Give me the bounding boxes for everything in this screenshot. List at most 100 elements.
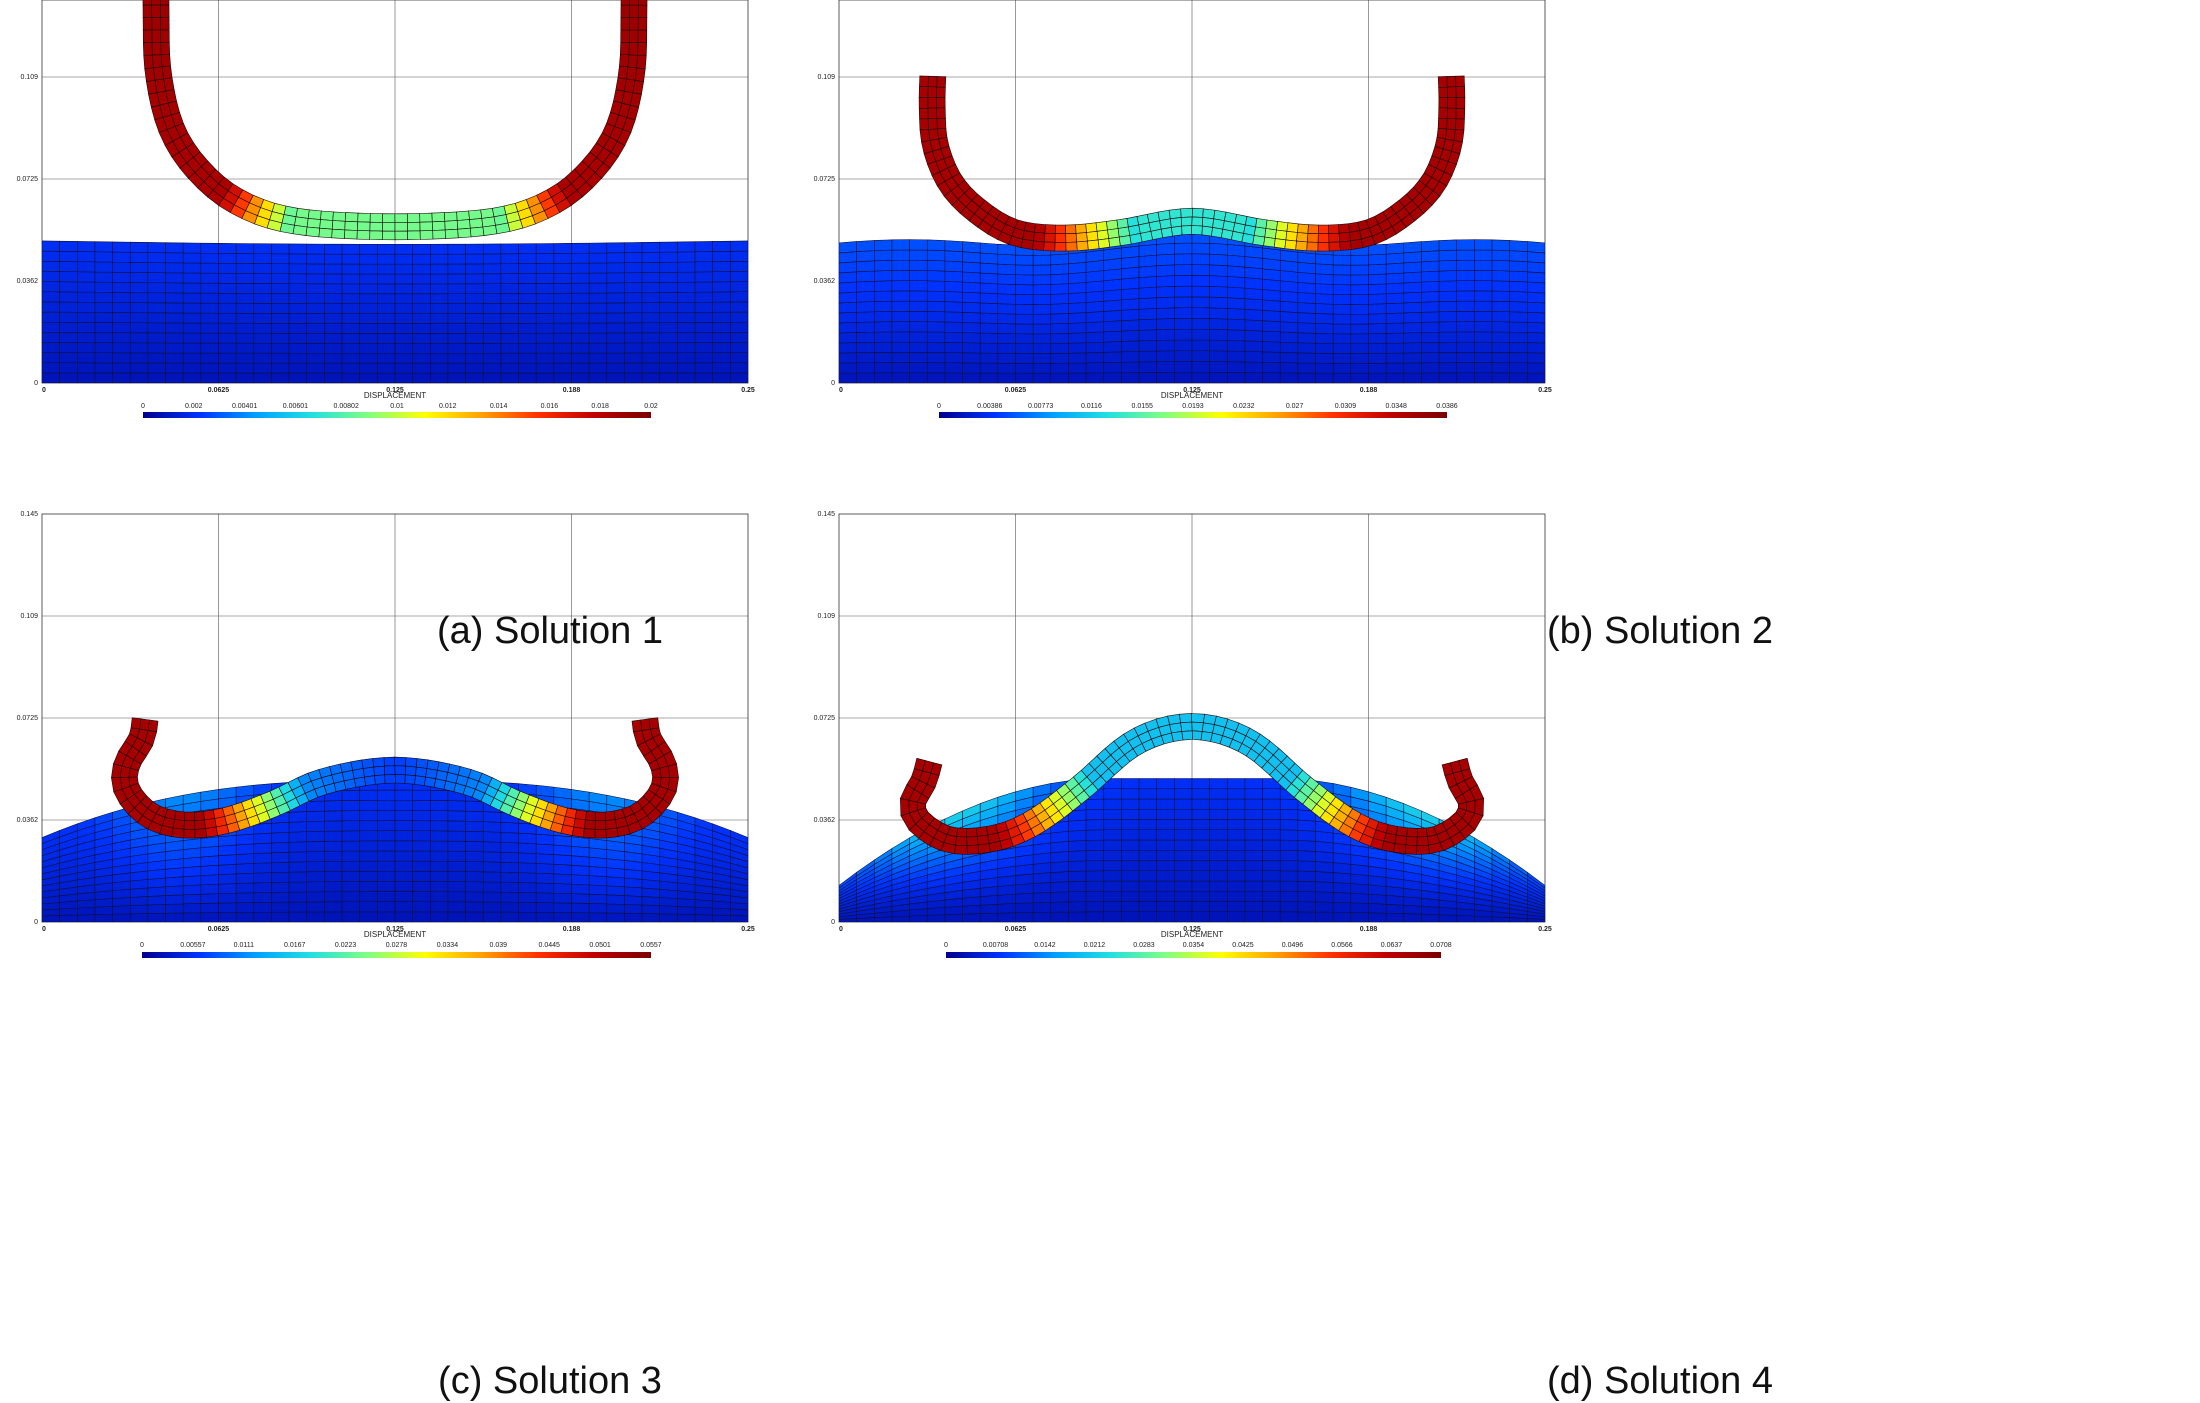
colorbar-tick-label: 0.027 <box>1286 403 1304 410</box>
x-tick-label: 0 <box>42 387 46 394</box>
colorbar: 0 0.00708 0.0142 0.0212 0.0283 0.0354 0.0425 0.… <box>944 942 1452 958</box>
caption-solution-2: (b) Solution 2 <box>1546 610 1773 652</box>
x-tick-label: 0.125 <box>1183 926 1201 933</box>
colorbar-tick-label: 0.01 <box>390 403 404 410</box>
colorbar-gradient <box>946 952 1441 958</box>
colorbar-gradient <box>142 952 651 958</box>
caption-solution-4: (d) Solution 4 <box>1546 1360 1773 1402</box>
tube-mesh <box>142 0 648 241</box>
colorbar-tick-label: 0.0445 <box>538 942 560 949</box>
colorbar-tick-label: 0 <box>937 403 941 410</box>
x-tick-label: 0.0625 <box>1005 926 1027 933</box>
colorbar-tick-label: 0.0142 <box>1034 942 1056 949</box>
y-tick-label: 0 <box>831 380 835 387</box>
colorbar-tick-label: 0.002 <box>185 403 203 410</box>
colorbar-tick-label: 0.0283 <box>1133 942 1155 949</box>
colorbar-tick-label: 0 <box>141 403 145 410</box>
colorbar-tick-label: 0.0354 <box>1183 942 1205 949</box>
y-tick-label: 0.109 <box>20 74 38 81</box>
colorbar-gradient <box>143 412 651 418</box>
colorbar-tick-label: 0.00601 <box>283 403 308 410</box>
y-tick-label: 0.109 <box>817 613 835 620</box>
colorbar-tick-label: 0.0309 <box>1335 403 1357 410</box>
colorbar-tick-label: 0.0557 <box>640 942 662 949</box>
colorbar-tick-label: 0.0167 <box>284 942 306 949</box>
colorbar-tick-label: 0.0212 <box>1084 942 1106 949</box>
tube-mesh <box>918 75 1466 252</box>
y-tick-label: 0.0725 <box>17 176 39 183</box>
caption-solution-3: (c) Solution 3 <box>438 1360 662 1402</box>
colorbar-tick-label: 0.0425 <box>1232 942 1254 949</box>
colorbar-tick-label: 0.00401 <box>232 403 257 410</box>
colorbar-tick-label: 0.02 <box>644 403 658 410</box>
colorbar-tick-label: 0.0496 <box>1282 942 1304 949</box>
colorbar-tick-label: 0.0116 <box>1081 403 1102 410</box>
colorbar-tick-label: 0 <box>140 942 144 949</box>
y-tick-label: 0.0362 <box>17 817 39 824</box>
x-tick-label: 0.25 <box>1538 387 1552 394</box>
tube-mesh <box>111 717 679 839</box>
x-tick-label: 0 <box>839 926 843 933</box>
colorbar-tick-label: 0.00802 <box>334 403 359 410</box>
colorbar-tick-label: 0.0223 <box>335 942 357 949</box>
y-tick-label: 0.0362 <box>17 278 39 285</box>
colorbar: 0 0.002 0.00401 0.00601 0.00802 0.01 0.012 0.01… <box>141 403 658 418</box>
caption-solution-1: (a) Solution 1 <box>436 610 663 652</box>
colorbar-tick-label: 0.0348 <box>1385 403 1407 410</box>
y-tick-label: 0.145 <box>20 511 38 518</box>
colorbar-tick-label: 0.0193 <box>1182 403 1204 410</box>
x-tick-label: 0.25 <box>1538 926 1552 933</box>
displacement-label: DISPLACEMENT <box>1161 391 1223 400</box>
panel-plot-3: 0 0.0362 0.0725 0.109 0.145 0 0.0625 0.125 0.188… <box>17 511 755 958</box>
x-tick-label: 0.25 <box>741 387 755 394</box>
colorbar-tick-label: 0.0708 <box>1430 942 1452 949</box>
x-tick-label: 0.188 <box>563 387 581 394</box>
x-tick-label: 0.188 <box>1360 926 1378 933</box>
colorbar-tick-label: 0.016 <box>541 403 559 410</box>
colorbar-tick-label: 0.012 <box>439 403 457 410</box>
y-tick-label: 0.109 <box>20 613 38 620</box>
panel-solution-4: (d) Solution 4 <box>1120 700 2200 1403</box>
displacement-label: DISPLACEMENT <box>364 391 426 400</box>
colorbar-tick-label: 0.0111 <box>234 942 254 949</box>
substrate-mesh <box>42 240 748 383</box>
x-tick-label: 0.188 <box>563 926 581 933</box>
tube-mesh <box>899 713 1485 855</box>
colorbar-tick-label: 0.00708 <box>983 942 1008 949</box>
y-tick-label: 0.0362 <box>814 278 836 285</box>
x-tick-label: 0.125 <box>386 926 404 933</box>
panel-plot-4: 0 0.0362 0.0725 0.109 0.145 0 0.0625 0.125 0.188… <box>814 511 1552 958</box>
y-tick-label: 0.145 <box>817 511 835 518</box>
displacement-label: DISPLACEMENT <box>364 930 426 939</box>
colorbar-tick-label: 0.0501 <box>589 942 611 949</box>
y-tick-label: 0.0362 <box>814 817 836 824</box>
colorbar-tick-label: 0.0155 <box>1131 403 1153 410</box>
panel-solution-3: (c) Solution 3 <box>0 700 1100 1403</box>
x-tick-label: 0.0625 <box>208 926 230 933</box>
y-tick-label: 0 <box>34 919 38 926</box>
colorbar-tick-label: 0.00386 <box>977 403 1002 410</box>
y-tick-label: 0 <box>831 919 835 926</box>
y-tick-label: 0.0725 <box>814 176 836 183</box>
panel-solution-2: (b) Solution 2 <box>1120 0 2200 700</box>
colorbar-tick-label: 0.014 <box>490 403 508 410</box>
colorbar-tick-label: 0.0232 <box>1233 403 1255 410</box>
y-tick-label: 0 <box>34 380 38 387</box>
panel-plot-1: 0 0.0362 0.0725 0.109 0 0.0625 0.125 0.188 0.25 D… <box>17 0 755 418</box>
displacement-label: DISPLACEMENT <box>1161 930 1223 939</box>
x-tick-label: 0.0625 <box>208 387 230 394</box>
x-tick-label: 0 <box>839 387 843 394</box>
y-tick-label: 0.109 <box>817 74 835 81</box>
colorbar-tick-label: 0.018 <box>591 403 609 410</box>
colorbar-tick-label: 0.039 <box>490 942 508 949</box>
x-tick-label: 0.188 <box>1360 387 1378 394</box>
y-tick-label: 0.0725 <box>814 715 836 722</box>
colorbar-tick-label: 0.0278 <box>386 942 408 949</box>
colorbar-tick-label: 0 <box>944 942 948 949</box>
colorbar-tick-label: 0.00773 <box>1028 403 1053 410</box>
colorbar-tick-label: 0.0334 <box>437 942 459 949</box>
x-tick-label: 0.125 <box>1183 387 1201 394</box>
y-tick-label: 0.0725 <box>17 715 39 722</box>
x-tick-label: 0.0625 <box>1005 387 1027 394</box>
